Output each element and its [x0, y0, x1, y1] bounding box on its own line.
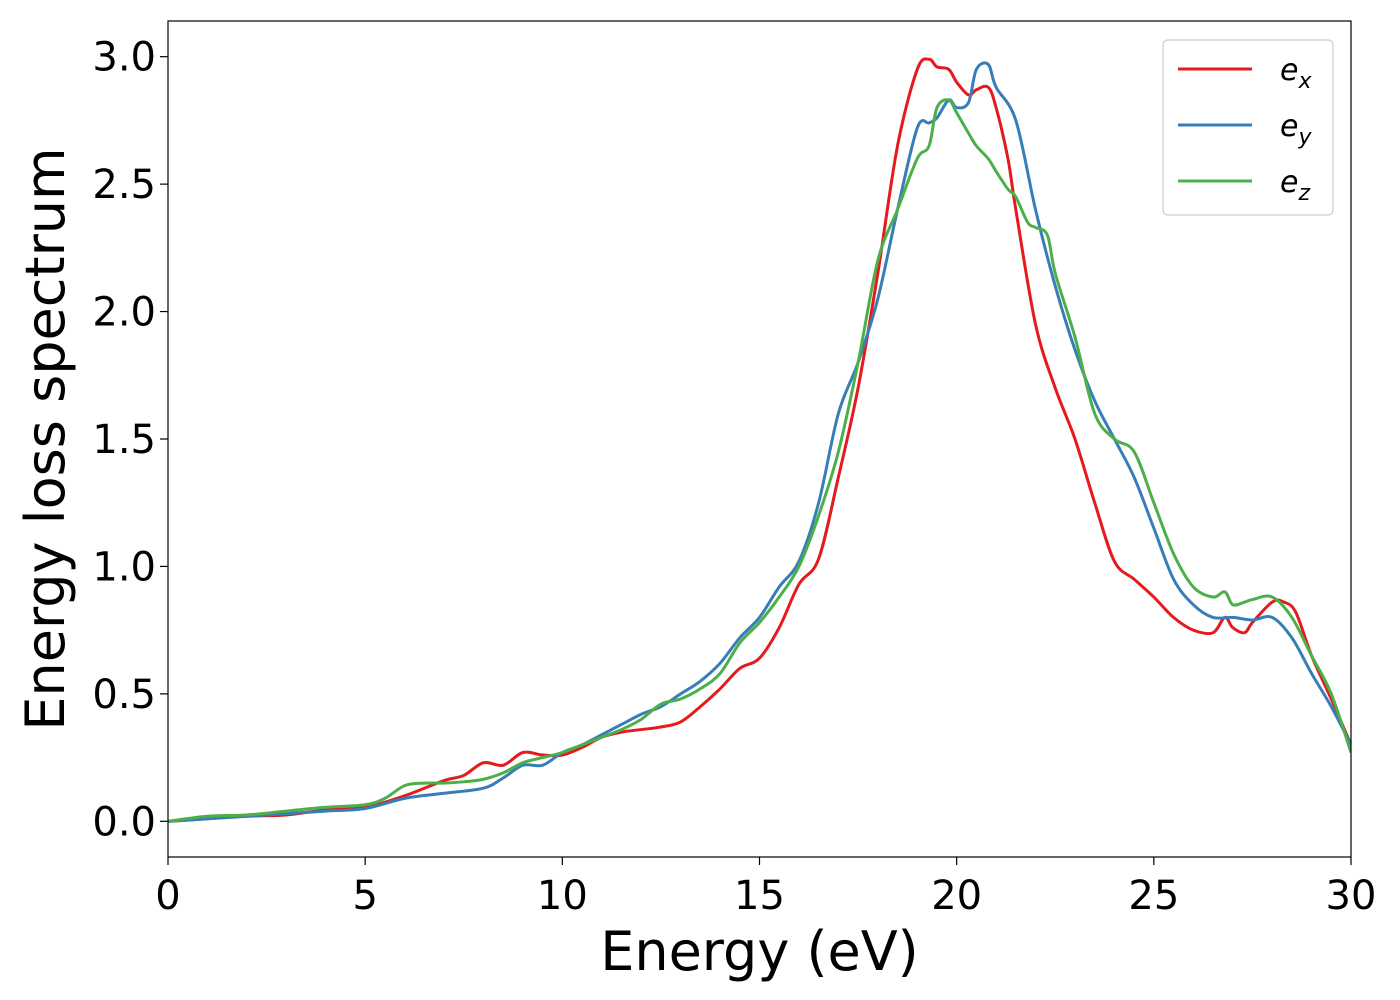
legend-label-x: ex	[1280, 53, 1312, 94]
legend-label-subscript: z	[1297, 181, 1310, 206]
legend-label-z: ez	[1280, 165, 1310, 206]
y-tick-label: 0.0	[92, 799, 156, 845]
y-tick-label: 1.5	[92, 417, 156, 463]
x-tick-label: 0	[155, 873, 180, 919]
legend-label-base: e	[1280, 109, 1298, 144]
legend-box	[1162, 39, 1334, 216]
series-line-x	[168, 57, 1351, 823]
y-axis: 0.0 0.5 1.0 1.5 2.0 2.5 3.0	[92, 35, 168, 845]
x-tick-label: 30	[1326, 873, 1377, 919]
y-axis-label: Energy loss spectrum	[14, 147, 77, 730]
x-tick-label: 15	[734, 873, 785, 919]
y-tick-label: 1.0	[92, 544, 156, 590]
y-tick-label: 0.5	[92, 672, 156, 718]
legend-label-subscript: y	[1297, 125, 1312, 150]
x-axis-label: Energy (eV)	[600, 920, 919, 983]
legend-label-y: ey	[1280, 109, 1312, 150]
y-tick-label: 2.5	[92, 162, 156, 208]
y-tick-label: 2.0	[92, 290, 156, 336]
y-tick-label: 3.0	[92, 35, 156, 81]
series-line-y	[168, 61, 1351, 823]
x-tick-label: 25	[1128, 873, 1179, 919]
x-tick-label: 10	[537, 873, 588, 919]
x-tick-label: 5	[352, 873, 377, 919]
legend-label-base: e	[1280, 165, 1298, 200]
legend-label-base: e	[1280, 53, 1298, 88]
legend-label-subscript: x	[1297, 69, 1312, 94]
x-tick-label: 20	[931, 873, 982, 919]
series-layer	[168, 57, 1351, 823]
x-axis: 0 5 10 15 20 25 30	[155, 857, 1376, 919]
series-line-z	[168, 98, 1351, 823]
